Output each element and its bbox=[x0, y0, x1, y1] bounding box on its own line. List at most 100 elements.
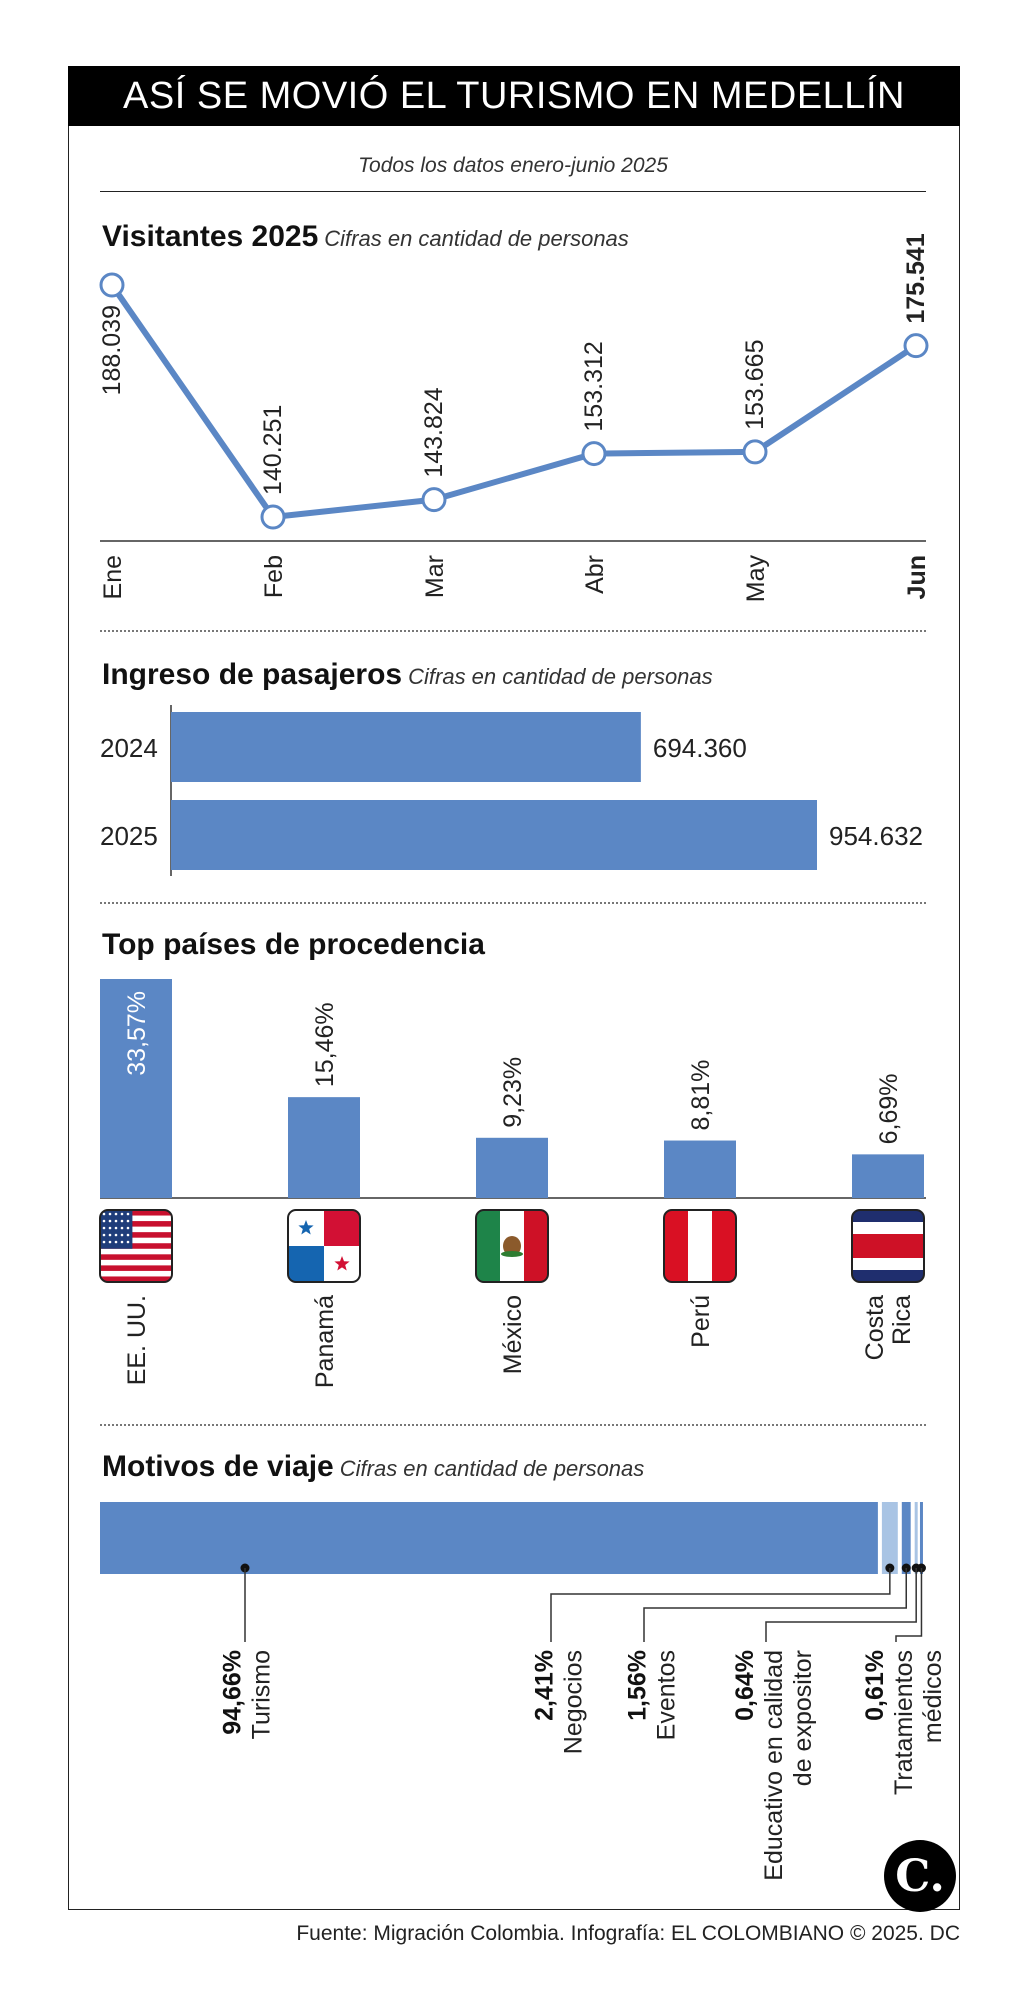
panama-flag-icon bbox=[287, 1209, 361, 1283]
reason-leader bbox=[643, 1568, 907, 1642]
visitors-point bbox=[260, 504, 286, 530]
mexico-emblem-wreath bbox=[501, 1251, 523, 1257]
visitors-value-label: 188.039 bbox=[98, 305, 126, 395]
visitors-section-title: Visitantes 2025 Cifras en cantidad de per… bbox=[102, 220, 629, 254]
costa-rica-flag-icon bbox=[851, 1209, 925, 1283]
reason-value-label: 94,66% bbox=[219, 1650, 247, 1735]
infographic-title: ASÍ SE MOVIÓ EL TURISMO EN MEDELLÍN bbox=[68, 66, 960, 126]
flag-border bbox=[475, 1209, 549, 1283]
costa-rica-band bbox=[852, 1210, 924, 1223]
usa-star bbox=[120, 1212, 124, 1216]
costa-rica-band bbox=[852, 1270, 924, 1282]
usa-star bbox=[120, 1219, 124, 1223]
usa-stripe bbox=[100, 1243, 172, 1250]
usa-stripe bbox=[100, 1232, 172, 1239]
visitors-value-label: 143.824 bbox=[420, 387, 448, 477]
countries-section-title: Top países de procedencia bbox=[102, 928, 485, 962]
country-value-label: 9,23% bbox=[499, 1057, 527, 1128]
usa-stripe bbox=[100, 1270, 172, 1277]
costa-rica-band bbox=[852, 1234, 924, 1259]
flag-border bbox=[99, 1209, 173, 1283]
usa-star bbox=[108, 1219, 112, 1223]
visitors-value-label: 153.665 bbox=[741, 340, 769, 430]
peru-red-left bbox=[664, 1210, 688, 1282]
usa-star bbox=[120, 1233, 124, 1237]
visitors-point bbox=[903, 333, 929, 359]
peru-white bbox=[688, 1210, 712, 1282]
country-bar bbox=[100, 979, 172, 1198]
usa-star bbox=[120, 1240, 124, 1244]
visitors-month-label: May bbox=[742, 555, 770, 603]
usa-star bbox=[102, 1219, 106, 1223]
reason-segment bbox=[100, 1502, 878, 1574]
usa-star bbox=[126, 1212, 130, 1216]
flag-body bbox=[100, 1210, 172, 1282]
el-colombiano-logo: C. bbox=[884, 1840, 956, 1912]
reason-value-label: 2,41% bbox=[531, 1650, 559, 1721]
visitors-month-label: Mar bbox=[421, 555, 449, 598]
visitors-series-line bbox=[109, 283, 918, 520]
visitors-value-label: 175.541 bbox=[902, 233, 930, 323]
reason-segment bbox=[919, 1502, 923, 1574]
usa-star bbox=[114, 1233, 118, 1237]
panama-blue-quarter bbox=[288, 1246, 324, 1282]
visitors-point bbox=[421, 487, 447, 513]
mexico-flag-icon bbox=[475, 1209, 549, 1283]
country-name-label: Panamá bbox=[311, 1295, 339, 1388]
visitors-month-label: Feb bbox=[260, 555, 288, 598]
reason-name-label: Educativo en calidad bbox=[760, 1650, 788, 1881]
flag-body bbox=[664, 1210, 736, 1282]
flag-border bbox=[287, 1209, 361, 1283]
usa-stripe bbox=[100, 1210, 172, 1217]
usa-stripe bbox=[100, 1276, 172, 1282]
subtitle-rule bbox=[100, 191, 926, 192]
usa-star bbox=[114, 1212, 118, 1216]
usa-stripe bbox=[100, 1221, 172, 1228]
reason-value-label: 1,56% bbox=[624, 1650, 652, 1721]
usa-star bbox=[126, 1233, 130, 1237]
usa-star bbox=[108, 1233, 112, 1237]
usa-stripe bbox=[100, 1248, 172, 1255]
passengers-year-label: 2024 bbox=[100, 733, 158, 763]
usa-star bbox=[114, 1240, 118, 1244]
usa-star bbox=[120, 1226, 124, 1230]
visitors-point bbox=[581, 441, 607, 467]
reason-segment bbox=[881, 1502, 898, 1574]
country-name-label: Perú bbox=[687, 1295, 715, 1348]
country-name-label: Rica bbox=[888, 1295, 916, 1345]
usa-stripe bbox=[100, 1259, 172, 1266]
reasons-note: Cifras en cantidad de personas bbox=[339, 1456, 645, 1481]
reason-leader bbox=[765, 1568, 917, 1642]
reason-segment bbox=[901, 1502, 911, 1574]
usa-flag-icon bbox=[99, 1209, 173, 1283]
panama-red-quarter bbox=[324, 1210, 360, 1246]
mexico-red bbox=[524, 1210, 548, 1282]
usa-star bbox=[114, 1219, 118, 1223]
peru-red-right bbox=[712, 1210, 736, 1282]
reason-name-label: Turismo bbox=[248, 1650, 276, 1739]
passengers-value-label: 954.632 bbox=[829, 821, 923, 851]
country-value-label: 33,57% bbox=[123, 991, 151, 1076]
reason-segment bbox=[914, 1502, 918, 1574]
mexico-green bbox=[476, 1210, 500, 1282]
reason-name-label: Tratamientos bbox=[890, 1650, 918, 1795]
reasons-section-title: Motivos de viaje Cifras en cantidad de pe… bbox=[102, 1450, 644, 1484]
visitors-point bbox=[99, 272, 125, 298]
country-value-label: 15,46% bbox=[311, 1002, 339, 1087]
reason-name-label: Eventos bbox=[653, 1650, 681, 1740]
logo-letter: C. bbox=[895, 1850, 945, 1902]
usa-star bbox=[126, 1240, 130, 1244]
usa-star bbox=[108, 1240, 112, 1244]
visitors-note: Cifras en cantidad de personas bbox=[324, 226, 629, 251]
country-name-label: México bbox=[499, 1295, 527, 1374]
panama-blue-star bbox=[298, 1220, 314, 1235]
section-divider bbox=[100, 630, 926, 632]
visitors-value-label: 140.251 bbox=[259, 405, 287, 495]
flag-border bbox=[663, 1209, 737, 1283]
flag-body bbox=[852, 1210, 924, 1282]
flag-border bbox=[851, 1209, 925, 1283]
usa-stripe bbox=[100, 1237, 172, 1244]
visitors-month-label: Abr bbox=[581, 555, 609, 594]
usa-star bbox=[114, 1226, 118, 1230]
